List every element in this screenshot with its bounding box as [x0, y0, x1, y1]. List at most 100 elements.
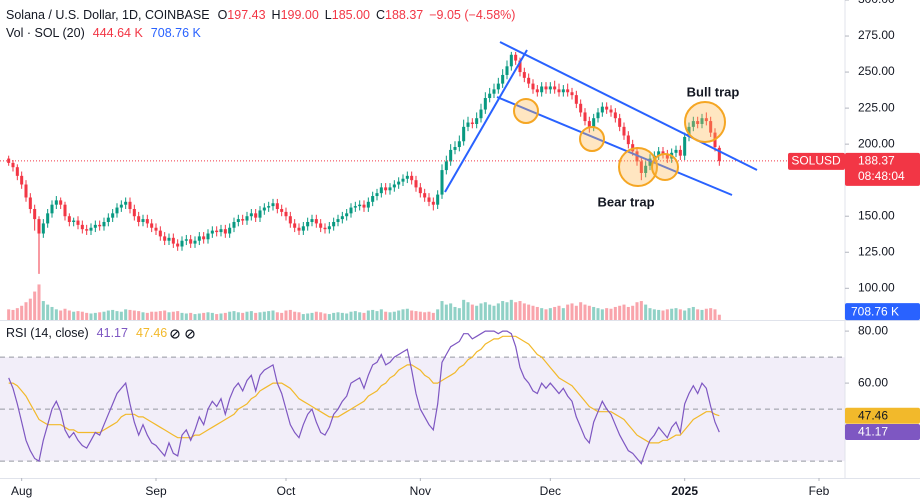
volume-bar	[440, 301, 444, 320]
candle-body	[427, 197, 431, 202]
x-tick-label: Feb	[809, 484, 830, 498]
candle-body	[297, 227, 301, 231]
volume-bar	[353, 311, 357, 320]
y-tick-label: 300.00	[858, 0, 895, 6]
volume-bar	[249, 311, 253, 320]
volume-bar	[210, 312, 214, 320]
candle-body	[392, 184, 396, 188]
icon[interactable]	[185, 329, 195, 339]
volume-bar	[7, 309, 11, 320]
rsi-value: 41.17	[97, 326, 128, 340]
candle-body	[7, 158, 11, 163]
candle-body	[28, 197, 32, 210]
volume-bar	[687, 308, 691, 320]
candle-body	[544, 86, 548, 90]
volume-bar	[28, 298, 32, 320]
volume-bar	[158, 311, 162, 320]
volume-bar	[648, 308, 652, 320]
volume-bar	[293, 311, 297, 320]
volume-bar	[535, 306, 539, 320]
candle-body	[154, 227, 158, 231]
price-tag	[845, 152, 920, 186]
volume-bar	[327, 314, 331, 320]
candle-body	[687, 126, 691, 137]
candle-body	[700, 118, 704, 124]
candle-body	[696, 121, 700, 124]
volume-bar	[609, 308, 613, 320]
candle-body	[388, 187, 392, 191]
ohlc-key: L	[325, 8, 332, 22]
x-tick-label: 2025	[671, 484, 698, 498]
ohlc-value: 197.43	[227, 8, 265, 22]
candle-body	[306, 221, 310, 227]
rsi-tag-label: 41.17	[858, 425, 888, 439]
volume-bar	[85, 312, 89, 320]
candle-body	[414, 180, 418, 188]
candle-body	[219, 229, 223, 233]
volume-bar	[358, 312, 362, 320]
candle-body	[236, 219, 240, 222]
volume-bar	[301, 314, 305, 320]
volume-bar	[236, 312, 240, 320]
candle-body	[440, 170, 444, 195]
volume-bar	[323, 313, 327, 320]
volume-bar	[271, 310, 275, 320]
candle-body	[488, 93, 492, 99]
symbol-tag-label: SOLUSD	[791, 154, 841, 168]
volume-bar	[683, 310, 687, 320]
candle-body	[41, 223, 45, 234]
candle-body	[275, 203, 279, 210]
candle-body	[280, 209, 284, 212]
volume-bar	[171, 311, 175, 320]
volume-bar	[11, 309, 15, 320]
candle-body	[345, 213, 349, 217]
icon	[171, 330, 179, 338]
candle-body	[470, 122, 474, 124]
volume-bar	[418, 311, 422, 320]
volume-label: Vol · SOL (20)	[6, 26, 85, 40]
volume-bar	[678, 309, 682, 320]
x-tick-label: Nov	[410, 484, 431, 498]
candle-body	[570, 92, 574, 96]
icon[interactable]	[170, 329, 180, 339]
rsi-background	[0, 356, 845, 462]
volume-bar	[163, 310, 167, 320]
candle-body	[349, 207, 353, 214]
rsi-label: RSI (14, close)	[6, 326, 89, 340]
volume-bar	[46, 304, 50, 320]
volume-bar	[505, 302, 509, 320]
candle-body	[431, 201, 435, 205]
candle-body	[111, 213, 115, 218]
y-tick-label: 150.00	[858, 208, 895, 222]
x-tick-label: Oct	[277, 484, 296, 498]
volume-bar	[531, 305, 535, 320]
volume-bar	[544, 309, 548, 320]
ohlc-key: C	[376, 8, 385, 22]
volume-bar	[587, 305, 591, 320]
volume-bar	[72, 311, 76, 320]
candle-body	[579, 103, 583, 113]
volume-ma-value: 708.76 K	[151, 26, 202, 40]
volume-bar	[375, 311, 379, 320]
candle-body	[327, 226, 331, 230]
volume-bar	[449, 303, 453, 320]
volume-bar	[553, 306, 557, 320]
volume-bar	[392, 311, 396, 320]
volume-bar	[106, 310, 110, 320]
candle-body	[418, 187, 422, 194]
candle-body	[509, 54, 513, 67]
volume-bar	[644, 304, 648, 320]
volume-bar	[102, 311, 106, 320]
volume-bar	[41, 301, 45, 320]
countdown-label: 08:48:04	[858, 169, 905, 183]
candle-body	[587, 121, 591, 127]
volume-bar	[691, 306, 695, 320]
candle-body	[167, 237, 171, 241]
volume-bar	[184, 313, 188, 320]
candle-body	[241, 219, 245, 221]
candle-body	[444, 161, 448, 171]
candle-body	[37, 219, 41, 234]
volume-bar	[150, 311, 154, 320]
volume-bar	[189, 312, 193, 320]
volume-bar	[297, 312, 301, 320]
